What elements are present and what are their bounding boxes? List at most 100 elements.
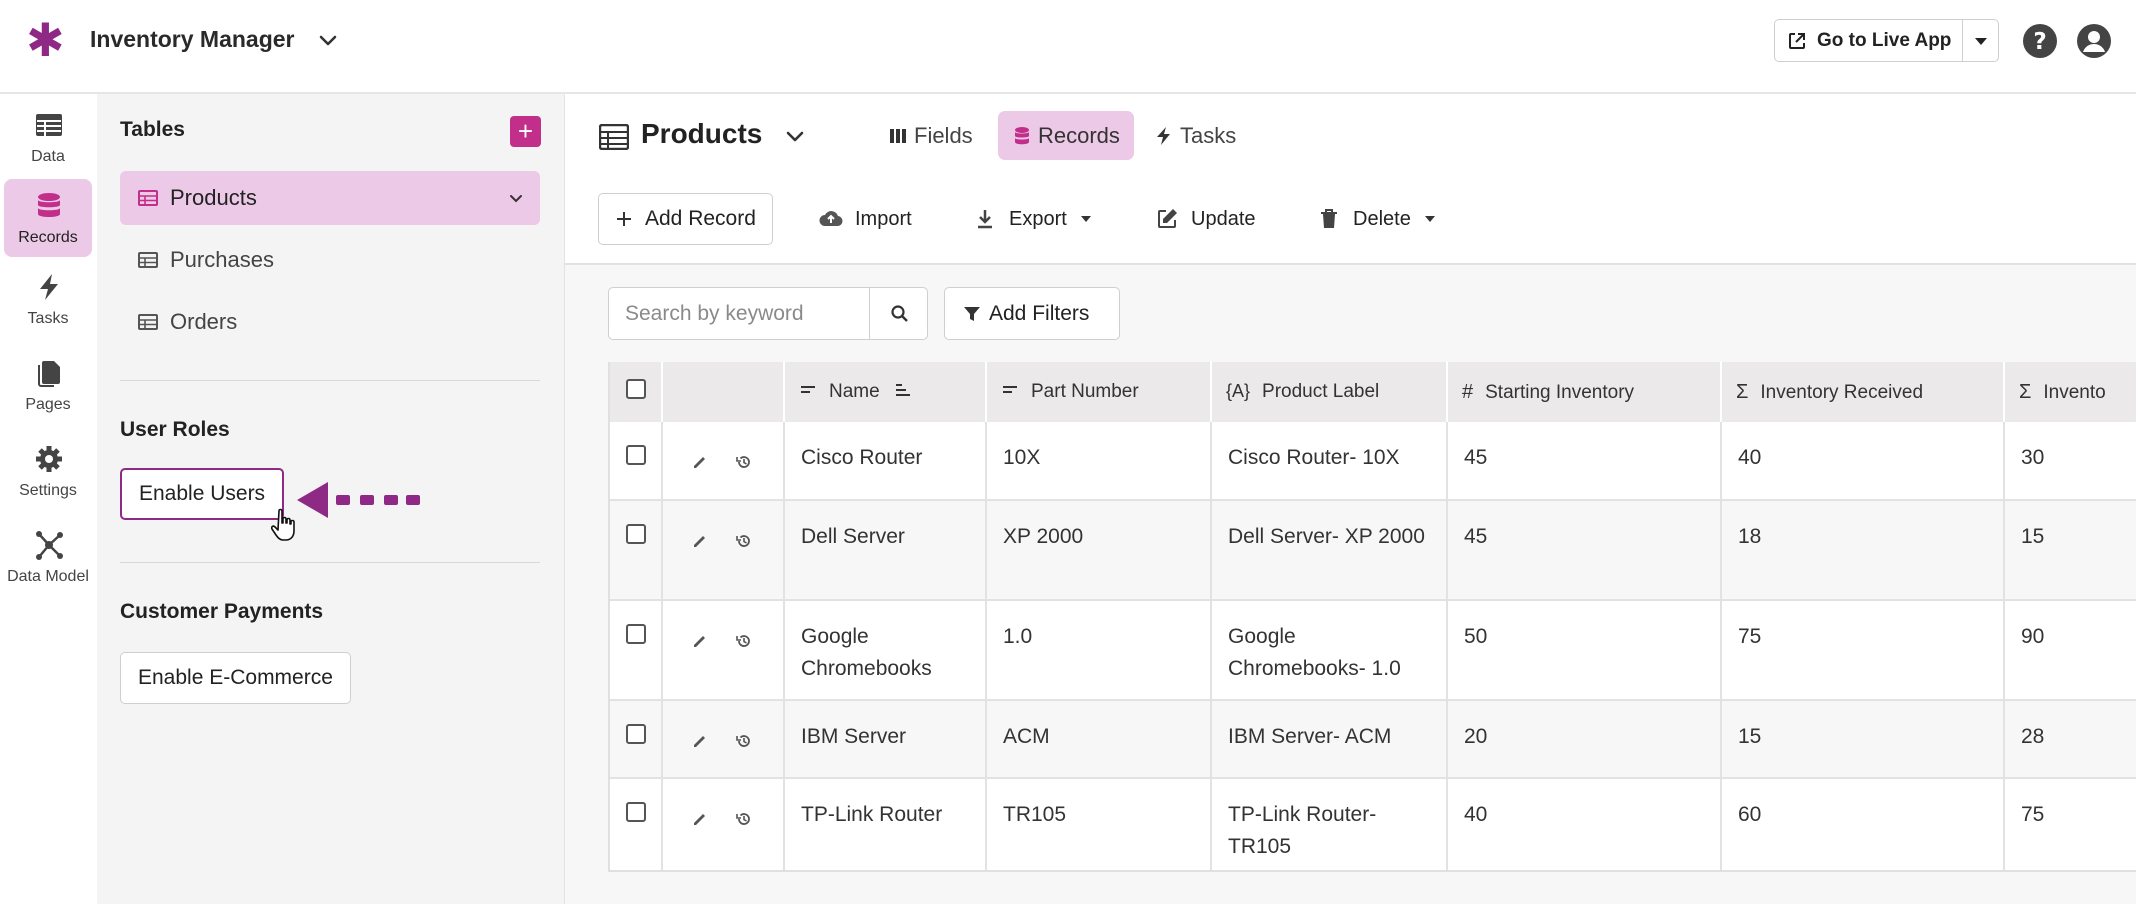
enable-users-button[interactable]: Enable Users xyxy=(120,468,285,520)
cell-name[interactable]: Dell Server xyxy=(784,500,987,601)
row-checkbox[interactable] xyxy=(625,445,646,465)
nav-item-pages[interactable]: Pages xyxy=(4,346,92,424)
select-all-checkbox[interactable] xyxy=(625,379,646,399)
data-model-icon xyxy=(36,531,63,560)
nav-item-data[interactable]: Data xyxy=(4,98,92,176)
nav-item-tasks[interactable]: Tasks xyxy=(4,260,92,338)
table-row[interactable]: Google Chromebooks 1.0 Google Chromebook… xyxy=(610,600,2136,701)
database-icon xyxy=(38,193,60,217)
tab-records[interactable]: Records xyxy=(998,111,1134,160)
cell-inventory[interactable]: 90 xyxy=(2004,600,2136,701)
column-label: Invento xyxy=(2043,381,2106,403)
cell-part-number[interactable]: TR105 xyxy=(986,778,1212,870)
chevron-down-icon[interactable] xyxy=(508,190,524,206)
table-row[interactable]: TP-Link Router TR105 TP-Link Router- TR1… xyxy=(610,778,2136,870)
cell-part-number[interactable]: 10X xyxy=(986,422,1212,501)
cell-inventory-received[interactable]: 40 xyxy=(1721,422,2005,501)
add-record-label: Add Record xyxy=(645,207,756,230)
search-input[interactable] xyxy=(609,288,870,339)
nav-item-records[interactable]: Records xyxy=(4,179,92,257)
history-icon[interactable] xyxy=(735,532,753,550)
column-header-product-label[interactable]: {A} Product Label xyxy=(1211,362,1448,422)
cell-name[interactable]: IBM Server xyxy=(784,700,987,779)
chevron-down-icon[interactable] xyxy=(783,124,807,148)
lightning-icon xyxy=(40,274,58,300)
cell-name[interactable]: Google Chromebooks xyxy=(784,600,987,701)
pencil-icon[interactable] xyxy=(691,732,709,750)
export-button[interactable]: Export xyxy=(973,193,1093,245)
chevron-down-icon[interactable] xyxy=(316,28,340,52)
customer-payments-heading: Customer Payments xyxy=(120,600,324,623)
column-label: Part Number xyxy=(1031,381,1139,402)
tab-tasks[interactable]: Tasks xyxy=(1140,111,1250,160)
nav-item-data-model[interactable]: Data Model xyxy=(4,518,92,596)
cell-inventory-received[interactable]: 18 xyxy=(1721,500,2005,601)
pencil-icon[interactable] xyxy=(691,810,709,828)
sum-icon: Σ xyxy=(1736,380,1749,403)
live-app-dropdown-button[interactable] xyxy=(1963,20,1999,61)
cell-inventory[interactable]: 28 xyxy=(2004,700,2136,779)
cell-name[interactable]: Cisco Router xyxy=(784,422,987,501)
enable-ecommerce-button[interactable]: Enable E-Commerce xyxy=(120,652,351,704)
row-checkbox[interactable] xyxy=(625,724,646,744)
history-icon[interactable] xyxy=(735,732,753,750)
cell-product-label[interactable]: TP-Link Router- TR105 xyxy=(1211,778,1448,870)
row-checkbox[interactable] xyxy=(625,802,646,822)
column-header-inventory[interactable]: Σ Invento xyxy=(2004,362,2136,422)
cell-starting-inventory[interactable]: 45 xyxy=(1447,500,1722,601)
cell-inventory-received[interactable]: 75 xyxy=(1721,600,2005,701)
table-row[interactable]: Cisco Router 10X Cisco Router- 10X 45 40… xyxy=(610,422,2136,501)
history-icon[interactable] xyxy=(735,632,753,650)
import-button[interactable]: Import xyxy=(819,193,912,245)
table-item-orders[interactable]: Orders xyxy=(120,295,540,349)
cell-inventory[interactable]: 30 xyxy=(2004,422,2136,501)
cell-starting-inventory[interactable]: 45 xyxy=(1447,422,1722,501)
cell-product-label[interactable]: Dell Server- XP 2000 xyxy=(1211,500,1448,601)
table-item-purchases[interactable]: Purchases xyxy=(120,233,540,287)
nav-item-settings[interactable]: Settings xyxy=(4,432,92,510)
cell-inventory[interactable]: 15 xyxy=(2004,500,2136,601)
nav-label-data-model: Data Model xyxy=(7,568,89,585)
add-record-button[interactable]: Add Record xyxy=(598,193,773,245)
column-header-starting-inventory[interactable]: # Starting Inventory xyxy=(1447,362,1722,422)
history-icon[interactable] xyxy=(735,453,753,471)
add-table-button[interactable]: + xyxy=(510,116,541,147)
cell-part-number[interactable]: 1.0 xyxy=(986,600,1212,701)
column-header-inventory-received[interactable]: Σ Inventory Received xyxy=(1721,362,2005,422)
cell-part-number[interactable]: XP 2000 xyxy=(986,500,1212,601)
column-header-part-number[interactable]: Part Number xyxy=(986,362,1212,422)
table-row[interactable]: IBM Server ACM IBM Server- ACM 20 15 28 xyxy=(610,700,2136,779)
help-icon[interactable]: ? xyxy=(2022,23,2058,59)
go-to-live-app-button[interactable]: Go to Live App xyxy=(1775,20,1963,61)
cell-inventory-received[interactable]: 60 xyxy=(1721,778,2005,870)
tab-label: Records xyxy=(1038,122,1120,148)
pencil-icon[interactable] xyxy=(691,632,709,650)
table-row[interactable]: Dell Server XP 2000 Dell Server- XP 2000… xyxy=(610,500,2136,601)
table-item-products[interactable]: Products xyxy=(120,171,540,225)
column-header-name[interactable]: Name xyxy=(784,362,987,422)
cell-name[interactable]: TP-Link Router xyxy=(784,778,987,870)
cell-product-label[interactable]: Cisco Router- 10X xyxy=(1211,422,1448,501)
pencil-icon[interactable] xyxy=(691,532,709,550)
cell-inventory-received[interactable]: 15 xyxy=(1721,700,2005,779)
delete-button[interactable]: Delete xyxy=(1317,193,1437,245)
row-checkbox[interactable] xyxy=(625,624,646,644)
update-button[interactable]: Update xyxy=(1155,193,1256,245)
cell-product-label[interactable]: Google Chromebooks- 1.0 xyxy=(1211,600,1448,701)
app-title[interactable]: Inventory Manager xyxy=(90,26,295,52)
search-button[interactable] xyxy=(871,288,928,339)
row-checkbox[interactable] xyxy=(625,524,646,544)
tab-fields[interactable]: Fields xyxy=(874,111,987,160)
user-account-icon[interactable] xyxy=(2076,23,2112,59)
cell-starting-inventory[interactable]: 50 xyxy=(1447,600,1722,701)
add-filters-button[interactable]: Add Filters xyxy=(944,287,1120,340)
asterisk-logo-icon[interactable]: ✱ xyxy=(26,14,65,66)
pencil-icon[interactable] xyxy=(691,453,709,471)
cell-product-label[interactable]: IBM Server- ACM xyxy=(1211,700,1448,779)
cell-starting-inventory[interactable]: 20 xyxy=(1447,700,1722,779)
cell-inventory[interactable]: 75 xyxy=(2004,778,2136,870)
history-icon[interactable] xyxy=(735,810,753,828)
cell-part-number[interactable]: ACM xyxy=(986,700,1212,779)
sort-icon[interactable] xyxy=(894,381,912,399)
cell-starting-inventory[interactable]: 40 xyxy=(1447,778,1722,870)
